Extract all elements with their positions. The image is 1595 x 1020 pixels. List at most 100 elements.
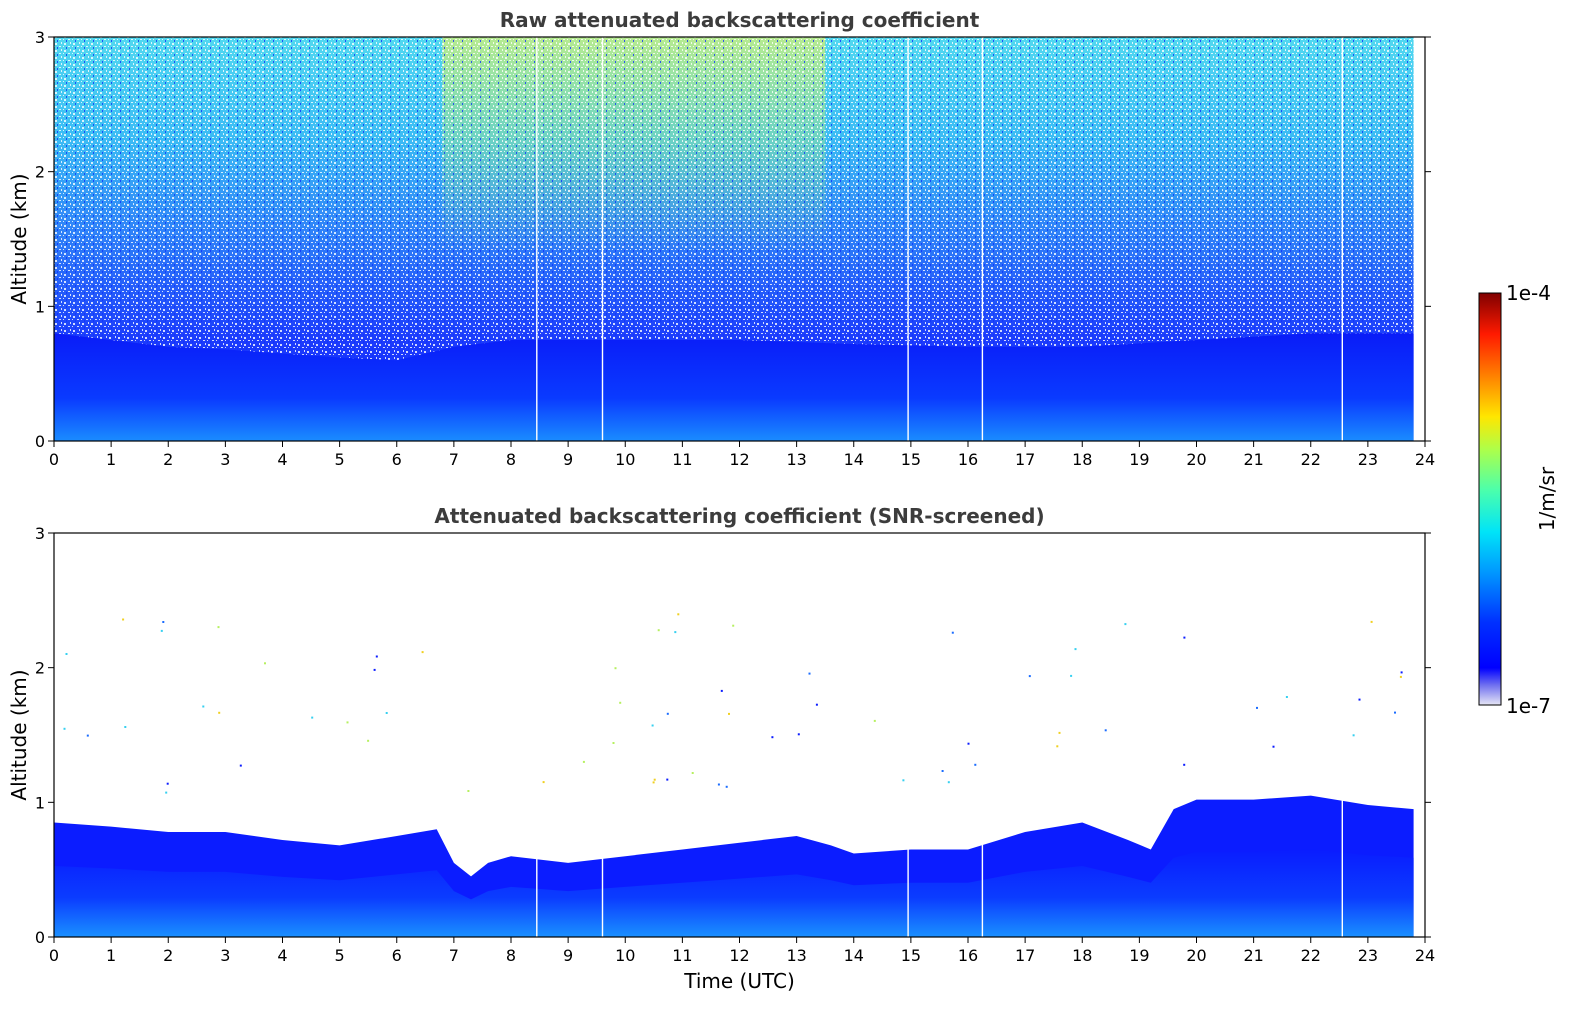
raw-boundary-layer xyxy=(54,333,1414,441)
noise-speck xyxy=(808,672,811,675)
x-tick-label: 4 xyxy=(277,450,287,469)
noise-speck xyxy=(1394,711,1396,714)
colorbar: 1e-4 1e-7 1/m/sr xyxy=(1478,281,1559,718)
noise-speck xyxy=(160,629,163,632)
noise-speck xyxy=(666,712,669,715)
x-tick-label: 12 xyxy=(729,946,749,965)
noise-speck xyxy=(1058,731,1061,734)
noise-speck xyxy=(1400,671,1403,674)
noise-speck xyxy=(974,763,977,766)
x-tick-label: 2 xyxy=(163,946,173,965)
x-tick-label: 6 xyxy=(392,450,402,469)
noise-speck xyxy=(941,770,944,772)
colorbar-min-label: 1e-7 xyxy=(1506,694,1551,718)
noise-speck xyxy=(619,701,622,704)
snr-panel-title: Attenuated backscattering coefficient (S… xyxy=(434,504,1044,528)
noise-speck xyxy=(1104,729,1107,732)
noise-speck xyxy=(264,662,266,665)
x-tick-label: 8 xyxy=(506,946,516,965)
x-tick-label: 24 xyxy=(1415,450,1435,469)
y-tick-label: 2 xyxy=(35,659,45,678)
noise-speck xyxy=(902,779,905,782)
noise-speck xyxy=(346,721,349,724)
x-tick-label: 15 xyxy=(901,946,921,965)
data-gap-line xyxy=(1341,533,1343,937)
data-gap-line xyxy=(981,37,984,441)
x-tick-label: 23 xyxy=(1358,946,1378,965)
raw-panel-title: Raw attenuated backscattering coefficien… xyxy=(500,8,980,32)
data-gap-line xyxy=(536,37,538,441)
x-tick-label: 7 xyxy=(449,946,459,965)
noise-speck xyxy=(666,778,669,781)
y-tick-label: 2 xyxy=(35,163,45,182)
x-tick-label: 6 xyxy=(392,946,402,965)
x-tick-label: 9 xyxy=(563,946,573,965)
x-tick-label: 20 xyxy=(1186,946,1206,965)
noise-speck xyxy=(951,631,954,634)
noise-speck xyxy=(614,667,617,670)
noise-speck xyxy=(124,726,127,728)
noise-speck xyxy=(311,716,314,719)
data-gap-line xyxy=(981,533,984,937)
noise-speck xyxy=(367,739,370,742)
x-tick-label: 4 xyxy=(277,946,287,965)
x-tick-label: 21 xyxy=(1243,946,1263,965)
noise-speck xyxy=(674,631,677,634)
y-tick-label: 3 xyxy=(35,28,45,47)
noise-speck xyxy=(717,783,720,786)
x-tick-label: 20 xyxy=(1186,450,1206,469)
data-gap-line xyxy=(601,37,604,441)
y-tick-label: 1 xyxy=(35,297,45,316)
x-tick-label: 3 xyxy=(220,450,230,469)
raw-backscatter-heatmap xyxy=(54,37,1414,441)
data-gap-line xyxy=(601,533,604,937)
noise-speck xyxy=(373,668,376,671)
noise-speck xyxy=(542,781,545,784)
noise-speck xyxy=(1070,674,1073,677)
noise-speck xyxy=(1370,620,1373,623)
x-tick-label: 18 xyxy=(1072,946,1092,965)
colorbar-gradient xyxy=(1478,292,1502,706)
x-tick-label: 8 xyxy=(506,450,516,469)
noise-speck xyxy=(239,764,242,767)
noise-speck xyxy=(1183,763,1186,766)
noise-speck xyxy=(385,712,388,714)
raw-backscatter-panel: Raw attenuated backscattering coefficien… xyxy=(7,8,1435,469)
noise-speck xyxy=(1124,623,1127,626)
noise-speck xyxy=(1272,745,1275,748)
x-tick-label: 24 xyxy=(1415,946,1435,965)
x-tick-label: 14 xyxy=(844,450,864,469)
snr-screened-heatmap xyxy=(54,533,1414,937)
x-tick-label: 16 xyxy=(958,450,978,469)
y-tick-label: 1 xyxy=(35,793,45,812)
noise-speck xyxy=(1074,648,1077,651)
x-tick-label: 1 xyxy=(106,450,116,469)
x-tick-label: 10 xyxy=(615,450,635,469)
x-tick-label: 11 xyxy=(672,450,692,469)
x-tick-label: 17 xyxy=(1015,946,1035,965)
x-tick-label: 2 xyxy=(163,450,173,469)
x-tick-label: 10 xyxy=(615,946,635,965)
noise-speck xyxy=(612,742,615,744)
data-gap-line xyxy=(907,37,909,441)
noise-speck xyxy=(652,781,655,784)
data-gap-line xyxy=(536,533,538,937)
snr-y-axis-label: Altitude (km) xyxy=(7,669,31,800)
noise-speck xyxy=(947,781,950,784)
noise-speck xyxy=(1028,675,1031,678)
x-tick-label: 11 xyxy=(672,946,692,965)
x-tick-label: 1 xyxy=(106,946,116,965)
x-tick-label: 5 xyxy=(335,946,345,965)
x-tick-label: 13 xyxy=(786,450,806,469)
data-gap-line xyxy=(907,533,909,937)
noise-speck xyxy=(651,724,654,727)
noise-speck xyxy=(165,791,168,794)
noise-speck xyxy=(657,629,660,632)
noise-speck xyxy=(63,727,66,730)
noise-speck xyxy=(1056,745,1059,748)
noise-speck xyxy=(677,613,680,616)
noise-speck xyxy=(720,689,723,692)
noise-speck xyxy=(1399,675,1402,678)
noise-speck xyxy=(166,782,169,785)
